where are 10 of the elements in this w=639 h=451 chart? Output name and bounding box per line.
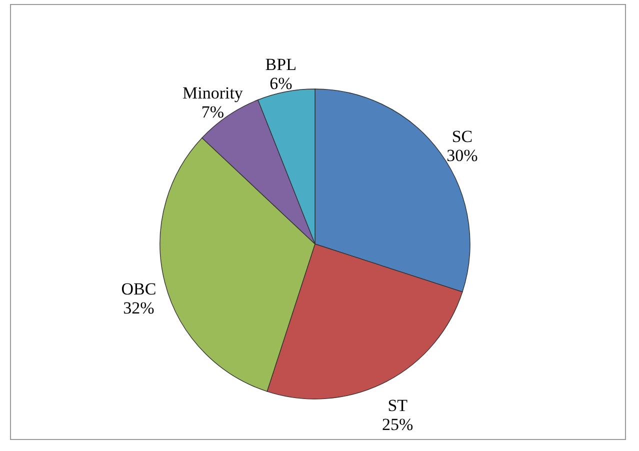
slice-label: Minority [182, 83, 244, 102]
slice-label: OBC [121, 279, 156, 298]
data-label: 6% [270, 74, 292, 94]
data-label: 25% [382, 415, 414, 434]
slice-label: BPL [265, 55, 296, 74]
data-label: 32% [123, 298, 154, 318]
slice-label: ST [388, 396, 408, 416]
slice-label: SC [452, 127, 473, 146]
data-label: 7% [201, 102, 224, 122]
data-label: 30% [446, 146, 478, 166]
